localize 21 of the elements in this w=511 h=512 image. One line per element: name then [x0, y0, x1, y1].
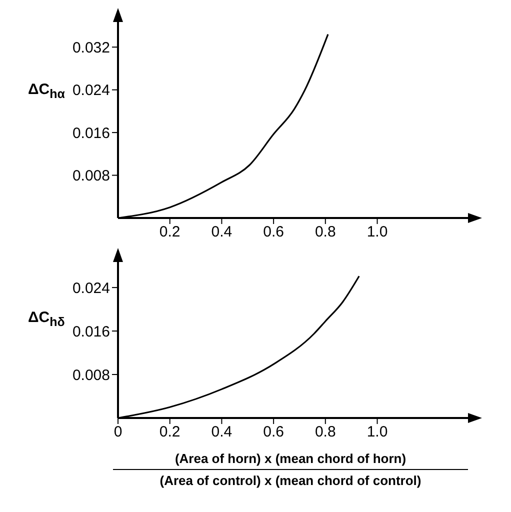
y-axis-title: ΔC$_{hδ}$ — [28, 308, 65, 329]
x-tick-label: 0.6 — [263, 424, 284, 441]
x-tick-label: 0.2 — [159, 224, 180, 241]
y-axis-title: ΔC$_{hα}$ — [28, 80, 65, 101]
x-tick-label: 0.8 — [314, 424, 336, 441]
x-tick-label: 0.4 — [211, 224, 232, 241]
y-tick-label: 0.008 — [72, 366, 110, 384]
x-tick-label: 0.4 — [211, 424, 232, 441]
x-tick-label: 1.0 — [366, 424, 388, 441]
y-tick-label: 0.024 — [72, 280, 110, 297]
x-tick-label: 0 — [114, 424, 122, 441]
y-tick-label: 0.008 — [72, 168, 110, 185]
y-tick-label: 0.016 — [72, 323, 110, 340]
y-tick-label: 0.024 — [72, 82, 110, 100]
y-tick-label: 0.032 — [72, 39, 110, 56]
x-tick-label: 0.6 — [263, 224, 284, 241]
x-axis-title: (Area of horn) x (mean chord of horn) (Area of control) x (mean chord of control) — [158, 450, 422, 490]
y-tick-label: 0.016 — [72, 124, 110, 142]
x-tick-label: 0.2 — [159, 424, 180, 441]
x-tick-label: 0.8 — [314, 224, 336, 241]
x-tick-label: 1.0 — [366, 224, 388, 241]
